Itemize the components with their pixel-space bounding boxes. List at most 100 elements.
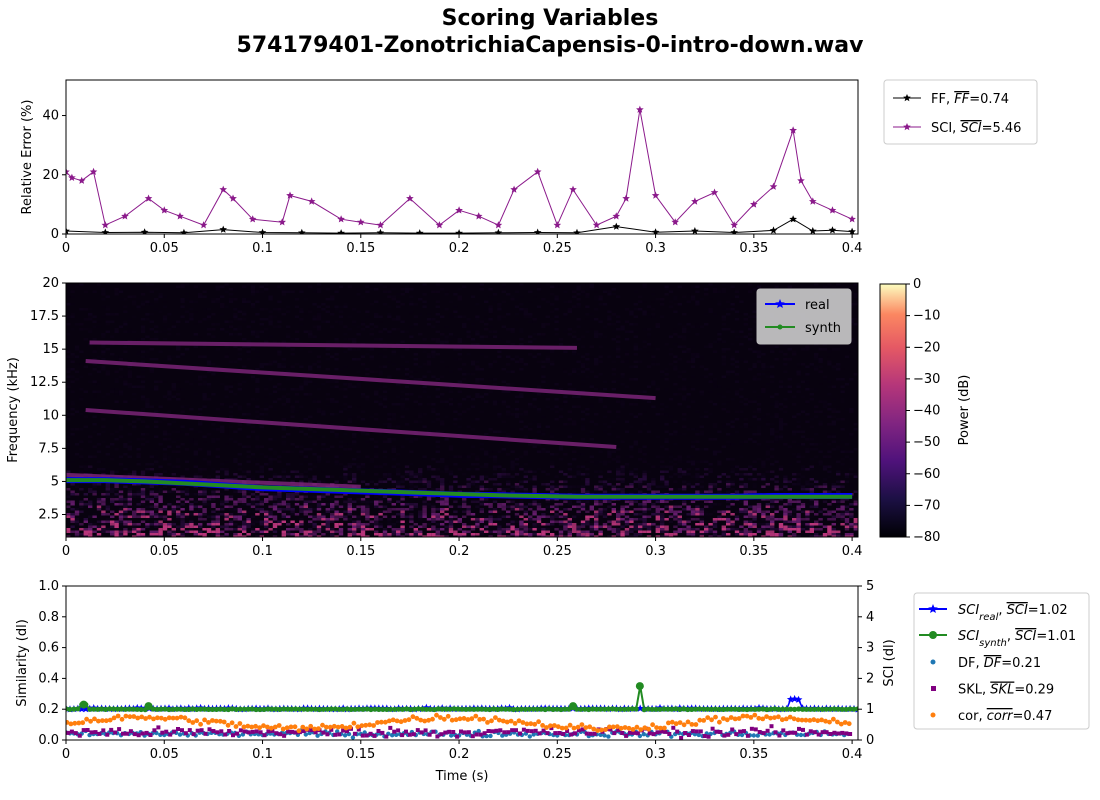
spectrogram-cell xyxy=(312,398,316,401)
spectrogram-cell xyxy=(660,445,665,448)
spectrogram-cell xyxy=(334,498,339,501)
spectrogram-cell xyxy=(823,413,827,416)
spectrogram-cell xyxy=(550,485,555,488)
spectrogram-cell xyxy=(646,343,652,346)
spectrogram-cell xyxy=(194,311,198,314)
spectrogram-cell xyxy=(149,505,154,508)
spectrogram-cell xyxy=(176,485,181,488)
spectrogram-cell xyxy=(343,475,348,478)
spectrogram-cell xyxy=(448,390,454,393)
spectrogram-cell xyxy=(858,316,862,319)
spectrogram-cell xyxy=(589,515,594,518)
spectrogram-cell xyxy=(514,360,520,363)
spectrogram-cell xyxy=(215,428,220,431)
spectrogram-cell xyxy=(690,460,696,463)
spectrogram-cell xyxy=(704,505,709,508)
spectrogram-cell xyxy=(233,313,238,316)
spectrogram-cell xyxy=(594,363,599,366)
spectrogram-cell xyxy=(277,365,282,368)
spectrogram-cell xyxy=(611,450,616,453)
spectrogram-cell xyxy=(787,480,792,483)
spectrogram-cell xyxy=(308,510,313,513)
spectrogram-cell xyxy=(708,488,713,491)
spectrogram-cell xyxy=(272,503,278,506)
spectrogram-cell xyxy=(748,513,753,516)
spectrogram-cell xyxy=(528,301,532,304)
spectrogram-cell xyxy=(180,398,184,401)
spectrogram-cell xyxy=(590,328,594,331)
spectrogram-cell xyxy=(475,378,480,381)
spectrogram-cell xyxy=(457,505,462,508)
spectrogram-cell xyxy=(471,328,475,331)
spectrogram-cell xyxy=(404,360,410,363)
spectrogram-cell xyxy=(440,315,445,318)
spectrogram-cell xyxy=(695,355,700,358)
spectrogram-cell xyxy=(396,305,401,308)
spectrogram-cell xyxy=(651,405,656,408)
spectrogram-cell xyxy=(303,510,308,513)
spectrogram-cell xyxy=(449,431,453,434)
spectrogram-cell xyxy=(541,325,546,328)
spectrogram-cell xyxy=(290,290,295,293)
spectrogram-cell xyxy=(594,335,599,338)
spectrogram-cell xyxy=(352,338,357,341)
spectrogram-cell xyxy=(184,310,190,313)
spectrogram-cell xyxy=(79,308,84,311)
spectrogram-cell xyxy=(858,476,862,479)
spectrogram-cell xyxy=(462,485,467,488)
spectrogram-cell xyxy=(338,410,344,413)
spectrogram-cell xyxy=(743,360,748,363)
spectrogram-cell xyxy=(664,500,669,503)
spectrogram-cell xyxy=(211,503,216,506)
spectrogram-cell xyxy=(506,488,511,491)
spectrogram-cell xyxy=(655,435,660,438)
spectrogram-cell xyxy=(392,363,396,366)
spectrogram-cell xyxy=(88,330,93,333)
spectrogram-cell xyxy=(343,388,348,391)
spectrogram-cell xyxy=(510,465,515,468)
spectrogram-cell xyxy=(110,353,115,356)
spectrogram-cell xyxy=(580,438,586,441)
spectrogram-cell xyxy=(563,503,568,506)
spectrogram-cell xyxy=(726,308,731,311)
spectrogram-cell xyxy=(312,315,317,318)
spectrogram-cell xyxy=(316,455,322,458)
spectrogram-cell xyxy=(378,338,383,341)
spectrogram-cell xyxy=(484,480,489,483)
spectrogram-cell xyxy=(488,503,493,506)
spectrogram-cell xyxy=(677,388,682,391)
spectrogram-cell xyxy=(110,388,114,391)
spectrogram-cell xyxy=(220,428,225,431)
spectrogram-cell xyxy=(220,468,225,471)
spectrogram-cell xyxy=(752,288,757,291)
spectrogram-cell xyxy=(783,353,788,356)
spectrogram-cell xyxy=(603,293,607,296)
spectrogram-cell xyxy=(422,478,427,481)
spectrogram-cell xyxy=(554,503,559,506)
spectrogram-cell xyxy=(734,390,740,393)
spectrogram-cell xyxy=(299,388,304,391)
spectrogram-cell xyxy=(409,495,414,498)
spectrogram-cell xyxy=(233,458,238,461)
spectrogram-cell xyxy=(347,420,352,423)
spectrogram-cell xyxy=(466,455,471,458)
spectrogram-cell xyxy=(382,498,388,501)
spectrogram-cell xyxy=(594,475,599,478)
spectrogram-cell xyxy=(690,353,696,356)
spectrogram-cell xyxy=(348,416,352,419)
spectrogram-cell xyxy=(761,460,766,463)
spectrogram-cell xyxy=(607,318,612,321)
spectrogram-cell xyxy=(457,340,462,343)
spectrogram-cell xyxy=(616,315,621,318)
spectrogram-cell xyxy=(858,428,862,431)
spectrogram-cell xyxy=(369,503,374,506)
spectrogram-cell xyxy=(347,418,352,421)
spectrogram-cell xyxy=(629,365,634,368)
spectrogram-cell xyxy=(426,395,432,398)
spectrogram-cell xyxy=(765,440,770,443)
spectrogram-cell xyxy=(409,498,413,501)
spectrogram-cell xyxy=(299,385,304,388)
spectrogram-cell xyxy=(268,513,273,516)
spectrogram-cell xyxy=(814,368,819,371)
spectrogram-cell xyxy=(338,305,344,308)
